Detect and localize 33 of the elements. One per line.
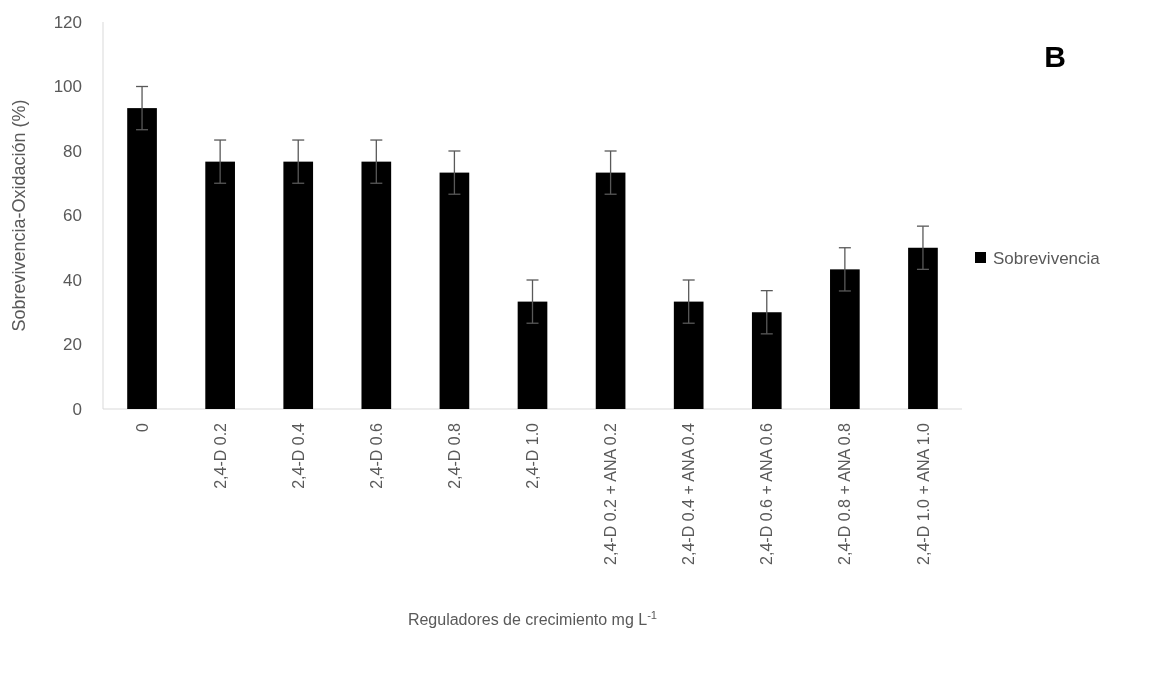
y-tick-label: 120 <box>53 12 82 32</box>
bar <box>517 301 548 409</box>
x-tick-label: 2,4-D 0.6 + ANA 0.6 <box>758 422 776 565</box>
bar <box>673 301 704 409</box>
x-tick-label: 2,4-D 1.0 <box>524 422 542 489</box>
x-tick-label: 2,4-D 0.4 + ANA 0.4 <box>680 422 698 565</box>
bar <box>283 161 314 409</box>
x-tick-label: 2,4-D 0.6 <box>367 422 385 489</box>
x-tick-label: 2,4-D 0.2 <box>211 422 229 489</box>
x-tick-label: 0 <box>133 422 151 432</box>
y-tick-label: 80 <box>63 141 82 161</box>
x-tick-label: 2,4-D 1.0 + ANA 1.0 <box>914 422 932 565</box>
y-tick-label: 20 <box>63 335 82 355</box>
y-axis-title: Sobrevivencia-Oxidación (%) <box>9 99 29 332</box>
x-tick-label: 2,4-D 0.2 + ANA 0.2 <box>602 422 620 565</box>
x-tick-label: 2,4-D 0.8 + ANA 0.8 <box>836 422 854 565</box>
bar <box>751 312 782 409</box>
bar <box>908 247 938 409</box>
text: B <box>1044 40 1066 73</box>
y-tick-label: 100 <box>53 77 82 97</box>
bar <box>361 161 392 409</box>
bar <box>595 172 626 409</box>
bar <box>830 269 860 409</box>
bar <box>439 172 470 409</box>
y-tick-label: 60 <box>63 206 82 226</box>
x-tick-label: 2,4-D 0.4 <box>289 422 307 489</box>
x-tick-label: 2,4-D 0.8 <box>446 422 464 489</box>
y-tick-label: 40 <box>63 270 82 290</box>
y-tick-label: 0 <box>72 399 82 419</box>
x-axis-title: Reguladores de crecimiento mg L$^{-1}$ <box>407 609 658 628</box>
legend-label: Sobrevivencia <box>993 248 1101 268</box>
bar <box>205 161 235 409</box>
bar <box>127 108 157 409</box>
